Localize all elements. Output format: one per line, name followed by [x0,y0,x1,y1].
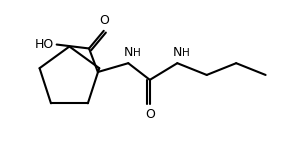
Text: HO: HO [34,38,54,51]
Text: N: N [173,46,182,59]
Text: H: H [133,48,141,58]
Text: O: O [99,14,109,27]
Text: O: O [145,108,155,121]
Text: H: H [182,48,190,58]
Text: N: N [124,46,133,59]
